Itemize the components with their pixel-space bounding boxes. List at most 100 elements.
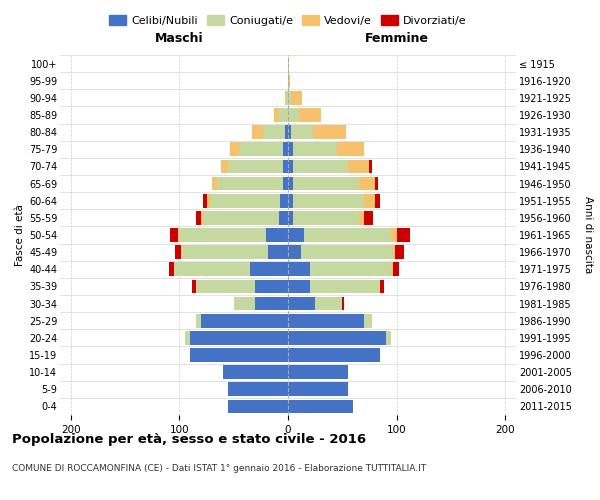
Bar — [288, 194, 293, 207]
Bar — [394, 246, 395, 259]
Bar — [288, 176, 293, 190]
Bar — [181, 246, 182, 259]
Bar — [293, 211, 359, 224]
Bar — [364, 314, 371, 328]
Bar — [286, 91, 288, 104]
Bar — [395, 246, 404, 259]
Bar — [193, 280, 196, 293]
Bar — [291, 91, 302, 104]
Bar — [313, 126, 346, 139]
Bar — [375, 194, 380, 207]
Bar — [288, 382, 348, 396]
Bar — [283, 176, 288, 190]
Bar — [228, 400, 288, 413]
Bar — [285, 91, 286, 104]
Bar — [201, 314, 288, 328]
Bar — [288, 348, 380, 362]
Bar — [228, 382, 288, 396]
Bar — [239, 142, 283, 156]
Bar — [280, 194, 288, 207]
Bar — [288, 280, 310, 293]
Bar — [288, 246, 301, 259]
Bar — [293, 160, 348, 173]
Bar — [212, 176, 217, 190]
Bar — [394, 262, 399, 276]
Bar — [293, 194, 364, 207]
Bar — [288, 262, 310, 276]
Bar — [201, 211, 203, 224]
Bar — [196, 211, 201, 224]
Bar — [185, 331, 190, 344]
Bar — [250, 262, 288, 276]
Bar — [337, 142, 364, 156]
Bar — [228, 160, 283, 173]
Bar — [280, 211, 288, 224]
Text: Popolazione per età, sesso e stato civile - 2016: Popolazione per età, sesso e stato civil… — [12, 432, 366, 446]
Legend: Celibi/Nubili, Coniugati/e, Vedovi/e, Divorziati/e: Celibi/Nubili, Coniugati/e, Vedovi/e, Di… — [105, 10, 471, 30]
Bar — [206, 194, 210, 207]
Bar — [370, 160, 371, 173]
Bar — [288, 366, 348, 379]
Bar — [190, 348, 288, 362]
Bar — [288, 56, 289, 70]
Bar — [364, 194, 375, 207]
Bar — [221, 160, 228, 173]
Bar — [288, 142, 293, 156]
Bar — [293, 176, 359, 190]
Bar — [288, 296, 315, 310]
Bar — [175, 246, 181, 259]
Bar — [375, 176, 378, 190]
Y-axis label: Fasce di età: Fasce di età — [14, 204, 25, 266]
Bar — [223, 366, 288, 379]
Bar — [170, 228, 178, 242]
Bar — [178, 228, 179, 242]
Bar — [288, 331, 386, 344]
Bar — [288, 91, 291, 104]
Bar — [380, 280, 383, 293]
Bar — [174, 262, 250, 276]
Bar — [293, 142, 337, 156]
Bar — [283, 160, 288, 173]
Bar — [288, 108, 299, 122]
Bar — [217, 176, 283, 190]
Bar — [359, 176, 375, 190]
Bar — [266, 228, 288, 242]
Bar — [397, 228, 410, 242]
Bar — [256, 280, 288, 293]
Bar — [391, 228, 397, 242]
Bar — [196, 314, 201, 328]
Bar — [179, 228, 266, 242]
Bar — [234, 296, 256, 310]
Bar — [391, 262, 394, 276]
Bar — [203, 211, 280, 224]
Bar — [348, 160, 370, 173]
Bar — [288, 126, 291, 139]
Text: COMUNE DI ROCCAMONFINA (CE) - Dati ISTAT 1° gennaio 2016 - Elaborazione TUTTITAL: COMUNE DI ROCCAMONFINA (CE) - Dati ISTAT… — [12, 464, 426, 473]
Bar — [359, 211, 364, 224]
Bar — [203, 194, 206, 207]
Bar — [364, 211, 373, 224]
Bar — [283, 142, 288, 156]
Bar — [301, 246, 394, 259]
Bar — [274, 108, 280, 122]
Y-axis label: Anni di nascita: Anni di nascita — [583, 196, 593, 274]
Bar — [291, 126, 313, 139]
Bar — [288, 314, 364, 328]
Bar — [342, 296, 344, 310]
Bar — [169, 262, 174, 276]
Bar — [288, 400, 353, 413]
Bar — [288, 74, 290, 88]
Bar — [252, 126, 263, 139]
Bar — [190, 331, 288, 344]
Bar — [386, 331, 391, 344]
Bar — [310, 262, 391, 276]
Bar — [196, 280, 256, 293]
Bar — [210, 194, 280, 207]
Bar — [285, 126, 288, 139]
Bar — [280, 108, 288, 122]
Bar — [304, 228, 391, 242]
Bar — [288, 160, 293, 173]
Bar — [315, 296, 342, 310]
Text: Maschi: Maschi — [155, 32, 204, 44]
Bar — [288, 228, 304, 242]
